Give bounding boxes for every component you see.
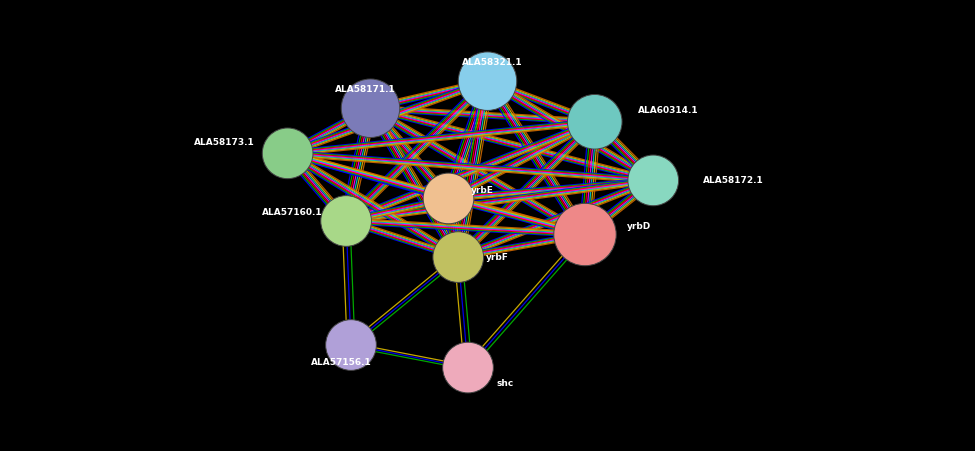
Text: ALA57156.1: ALA57156.1 [311,358,371,367]
Ellipse shape [326,320,376,370]
Text: ALA58172.1: ALA58172.1 [703,176,763,185]
Ellipse shape [262,128,313,179]
Ellipse shape [554,203,616,266]
Text: ALA60314.1: ALA60314.1 [638,106,698,115]
Ellipse shape [458,52,517,110]
Text: yrbD: yrbD [627,222,650,231]
Ellipse shape [321,196,371,246]
Text: ALA57160.1: ALA57160.1 [262,208,323,217]
Ellipse shape [423,173,474,224]
Text: shc: shc [496,379,514,388]
Ellipse shape [567,94,622,149]
Text: yrbF: yrbF [486,253,509,262]
Ellipse shape [443,342,493,393]
Ellipse shape [341,79,400,138]
Text: ALA58321.1: ALA58321.1 [462,58,523,67]
Text: yrbE: yrbE [471,186,494,195]
Ellipse shape [433,232,484,282]
Text: ALA58171.1: ALA58171.1 [335,85,396,94]
Ellipse shape [628,155,679,206]
Text: ALA58173.1: ALA58173.1 [194,138,254,147]
